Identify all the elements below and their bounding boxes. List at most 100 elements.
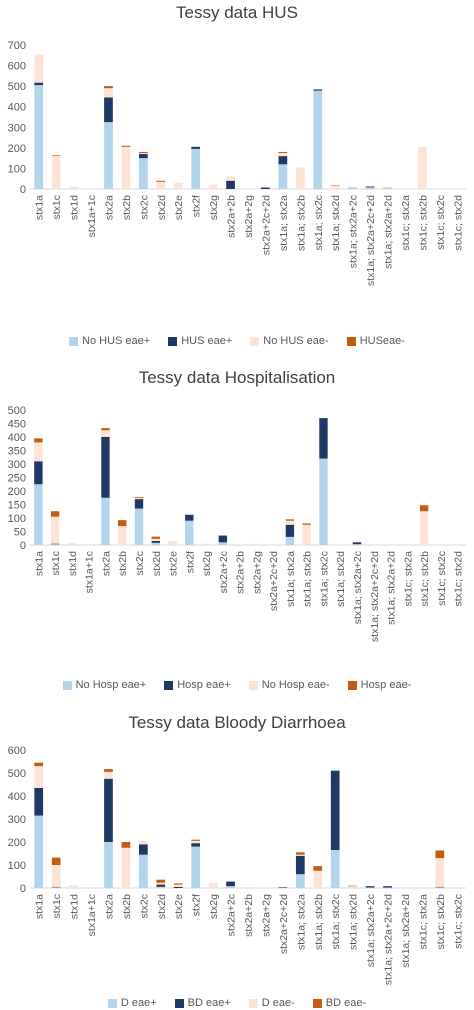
bar-segment bbox=[313, 870, 323, 888]
x-category-label: stx1a; stx2a+2c+2d bbox=[369, 551, 381, 642]
legend-swatch bbox=[107, 998, 117, 1008]
bar-segment bbox=[104, 97, 113, 123]
y-tick-label: 400 bbox=[8, 102, 26, 114]
legend-swatch bbox=[248, 680, 258, 690]
legend-swatch bbox=[248, 998, 258, 1008]
bar-segment bbox=[302, 523, 311, 525]
x-category-label: stx1a; stx2a bbox=[285, 551, 297, 607]
x-category-label: stx2d bbox=[151, 551, 163, 576]
y-tick-label: 300 bbox=[8, 122, 26, 134]
x-category-label: stx2b bbox=[117, 551, 129, 576]
bar-segment bbox=[319, 418, 328, 459]
chart-title: Tessy data Bloody Diarrhoea bbox=[128, 713, 346, 732]
bar-segment bbox=[139, 840, 148, 845]
legend-swatch bbox=[69, 336, 79, 346]
x-category-label: stx1a bbox=[33, 551, 45, 576]
y-tick-label: 500 bbox=[8, 768, 26, 780]
x-category-label: stx1a; stx2a+2c bbox=[365, 894, 377, 967]
bar-segment bbox=[156, 882, 166, 885]
y-tick-label: 0 bbox=[20, 883, 26, 895]
bar-segment bbox=[139, 854, 148, 888]
bar-segment bbox=[104, 842, 113, 888]
x-category-label: stx1a+1c bbox=[86, 894, 98, 936]
legend-swatch bbox=[62, 680, 72, 690]
x-category-label: stx1c bbox=[50, 551, 62, 576]
x-category-label: stx1a; stx2d bbox=[348, 894, 360, 950]
bar-segment bbox=[383, 187, 392, 189]
bar-segment bbox=[330, 770, 340, 851]
y-tick-label: 250 bbox=[8, 473, 26, 485]
x-category-label: stx2g bbox=[208, 195, 220, 220]
x-category-label: stx2a bbox=[100, 551, 112, 576]
legend-label: No Hosp eae+ bbox=[75, 679, 147, 691]
chart-legend: No Hosp eae+ Hosp eae+ No Hosp eae- Hosp ea… bbox=[0, 679, 474, 691]
legend-swatch bbox=[312, 998, 322, 1008]
legend-item: HUS eae+ bbox=[168, 335, 232, 347]
bar-segment bbox=[185, 514, 194, 521]
bar-segment bbox=[365, 887, 375, 889]
bar-segment bbox=[151, 542, 160, 545]
bar-segment bbox=[51, 155, 61, 189]
bar-segment bbox=[156, 884, 166, 887]
bar-segment bbox=[134, 508, 144, 545]
x-category-label: stx2f bbox=[184, 551, 196, 573]
x-category-label: stx2a+2g bbox=[260, 894, 272, 937]
x-category-label: stx1c; stx2a bbox=[417, 894, 429, 950]
bar-segment bbox=[313, 866, 323, 871]
bar-segment bbox=[139, 844, 148, 855]
legend-label: BD eae+ bbox=[187, 997, 231, 1009]
bar-segment bbox=[278, 887, 288, 889]
bar-segment bbox=[34, 82, 44, 86]
bar-segment bbox=[319, 458, 328, 545]
bar-segment bbox=[419, 505, 429, 512]
bar-segment bbox=[435, 858, 445, 887]
bar-segment bbox=[139, 158, 148, 189]
bar-segment bbox=[278, 151, 288, 153]
bar-segment bbox=[383, 887, 392, 889]
bar-segment bbox=[50, 543, 60, 545]
legend-swatch bbox=[164, 680, 174, 690]
x-category-label: stx2a+2b bbox=[226, 195, 238, 238]
bar-segment bbox=[348, 886, 357, 888]
x-category-label: stx1c bbox=[51, 195, 63, 220]
x-category-label: stx1d bbox=[69, 894, 81, 919]
legend-swatch bbox=[168, 336, 178, 346]
x-category-label: stx2f bbox=[191, 195, 203, 217]
bar-segment bbox=[295, 874, 305, 888]
legend-swatch bbox=[250, 336, 260, 346]
bar-segment bbox=[352, 542, 362, 545]
bar-segment bbox=[252, 543, 261, 545]
x-category-label: stx1c; stx2a bbox=[400, 195, 412, 251]
y-tick-label: 500 bbox=[8, 81, 26, 93]
legend-label: No HUS eae+ bbox=[82, 335, 151, 347]
bar-segment bbox=[278, 164, 288, 189]
bar-segment bbox=[67, 542, 77, 545]
bar-segment bbox=[330, 850, 340, 888]
x-category-label: stx2d bbox=[156, 195, 168, 220]
bar-segment bbox=[295, 852, 305, 855]
y-tick-label: 600 bbox=[8, 61, 26, 73]
bar-segment bbox=[156, 886, 166, 888]
legend-swatch bbox=[346, 336, 356, 346]
bar-segment bbox=[330, 185, 340, 187]
bar-segment bbox=[50, 511, 60, 517]
x-category-label: stx1d bbox=[69, 195, 81, 220]
legend-label: HUSeae- bbox=[359, 335, 405, 347]
x-category-label: stx2a+2c+2d bbox=[278, 894, 290, 954]
x-category-label: stx1a; stx2b bbox=[313, 894, 325, 950]
bar-segment bbox=[34, 766, 44, 788]
bar-segment bbox=[50, 544, 60, 545]
bar-segment bbox=[435, 886, 445, 888]
x-category-label: stx1a; stx2b bbox=[302, 551, 314, 607]
bar-segment bbox=[365, 186, 375, 188]
bar-segment bbox=[139, 151, 148, 153]
bar-segment bbox=[191, 839, 201, 841]
y-tick-label: 350 bbox=[8, 446, 26, 458]
x-category-label: stx1a; stx2a bbox=[278, 195, 290, 251]
x-category-label: stx1c; stx2c bbox=[435, 195, 447, 250]
bar-segment bbox=[151, 536, 160, 539]
y-tick-label: 300 bbox=[8, 459, 26, 471]
bar-segment bbox=[435, 887, 445, 888]
bar-segment bbox=[226, 886, 235, 888]
legend-item: Hosp eae+ bbox=[164, 679, 231, 691]
